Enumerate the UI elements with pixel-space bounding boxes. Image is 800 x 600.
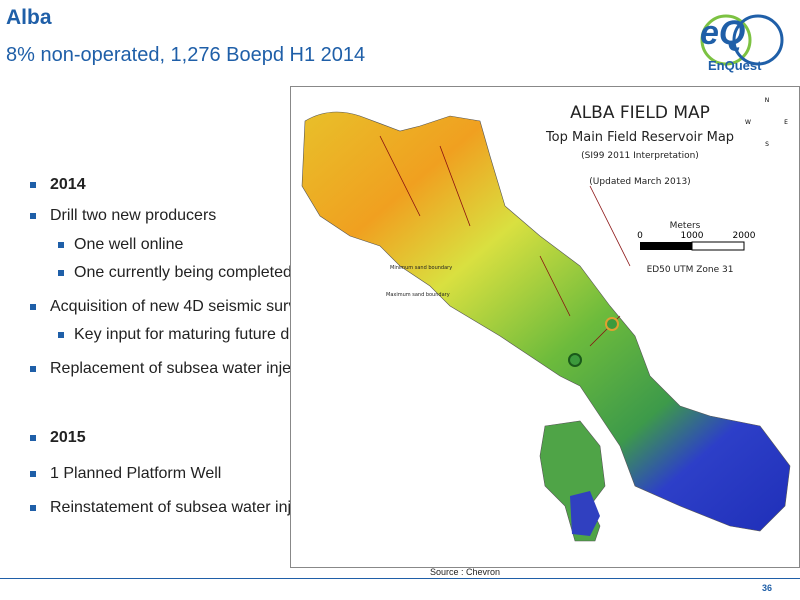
bullet-text: Drill two new producers xyxy=(50,207,217,224)
bullet-marker xyxy=(58,242,64,248)
bullet-marker xyxy=(30,505,36,511)
bullet-text: 2014 xyxy=(50,176,86,193)
bullet-marker xyxy=(30,182,36,188)
bullet-marker xyxy=(30,366,36,372)
compass-label: W xyxy=(745,119,751,126)
compass-label: E xyxy=(784,119,788,126)
bullet-text: One well online xyxy=(74,236,184,253)
bullet-marker xyxy=(58,332,64,338)
map-updated: (Updated March 2013) xyxy=(589,177,690,187)
field-map: ALBA FIELD MAP Top Main Field Reservoir … xyxy=(290,86,800,568)
map-subtitle: Top Main Field Reservoir Map xyxy=(545,130,734,145)
scale-zone: ED50 UTM Zone 31 xyxy=(647,265,734,275)
scale-tick: 2000 xyxy=(733,231,756,241)
logo-icon xyxy=(700,14,784,66)
bullet-marker xyxy=(30,471,36,477)
bullet-marker xyxy=(30,304,36,310)
bullet-text: Acquisition of new 4D seismic survey xyxy=(50,298,314,315)
logo-name: EnQuest xyxy=(708,58,762,73)
scale-tick: 0 xyxy=(637,231,643,241)
bullet-text: Reinstatement of subsea water injection xyxy=(50,499,334,516)
page-number: 36 xyxy=(762,583,773,593)
slide-subtitle: 8% non-operated, 1,276 Boepd H1 2014 xyxy=(6,44,366,66)
logo-mark: eQ xyxy=(700,14,746,52)
map-interpretation: (SI99 2011 Interpretation) xyxy=(581,151,699,161)
compass-label: N xyxy=(765,97,770,104)
scale-tick: 1000 xyxy=(681,231,704,241)
bullet-text: One currently being completed xyxy=(74,264,292,281)
bullet-marker xyxy=(58,270,64,276)
footer-rule xyxy=(0,578,800,579)
compass-label: S xyxy=(765,141,769,148)
slide-title: Alba xyxy=(6,6,52,29)
map-annotation: Minimum sand boundary xyxy=(390,265,452,271)
bullet-text: 2015 xyxy=(50,429,86,446)
scale-unit: Meters xyxy=(670,221,701,231)
source-note: Source : Chevron xyxy=(430,567,501,577)
bullet-marker xyxy=(30,435,36,441)
map-annotation: Maximum sand boundary xyxy=(386,292,450,298)
map-title: ALBA FIELD MAP xyxy=(570,103,710,123)
bullet-marker xyxy=(30,213,36,219)
bullet-text: 1 Planned Platform Well xyxy=(50,465,222,482)
